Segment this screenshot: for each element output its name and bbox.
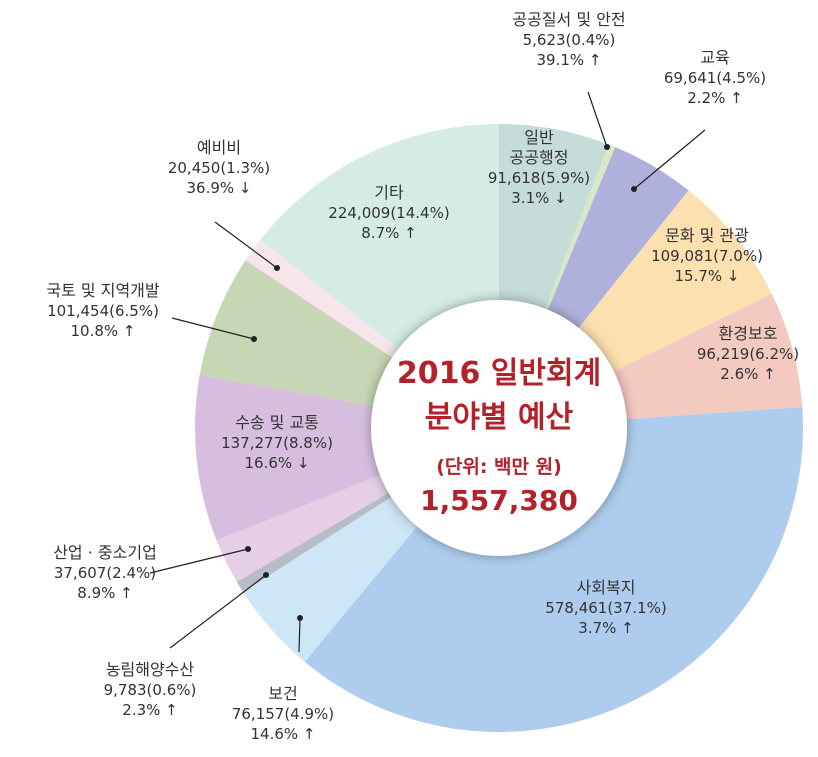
slice-label: 교육 69,641(4.5%) 2.2% ↑ <box>664 48 766 108</box>
change-label: 10.8% ↑ <box>70 322 136 340</box>
slice-label: 사회복지 578,461(37.1%) 3.7% ↑ <box>545 578 666 638</box>
leader-line <box>171 317 255 340</box>
slice-label: 보건 76,157(4.9%) 14.6% ↑ <box>232 684 334 744</box>
category-label: 농림해양수산 <box>105 660 195 679</box>
value-label: 20,450(1.3%) <box>167 159 271 177</box>
value-label: 69,641(4.5%) <box>663 69 767 87</box>
chart-title: 2016 일반회계 분야별 예산 <box>396 356 602 435</box>
leader-line <box>169 574 267 649</box>
slice-label: 문화 및 관광 109,081(7.0%) 15.7% ↓ <box>651 226 763 286</box>
change-label: 16.6% ↓ <box>244 454 310 472</box>
total: 1,557,380 <box>420 484 578 517</box>
change-label: 2.3% ↑ <box>122 701 178 719</box>
value-label: 109,081(7.0%) <box>651 247 763 265</box>
slice-label: 공공질서 및 안전 5,623(0.4%) 39.1% ↑ <box>512 10 625 70</box>
value-label: 76,157(4.9%) <box>231 705 335 723</box>
leader-dot <box>263 572 269 578</box>
slice-label: 일반 공공행정 91,618(5.9%) 3.1% ↓ <box>488 128 590 208</box>
value-label: 5,623(0.4%) <box>522 31 616 49</box>
change-label: 36.9% ↓ <box>186 179 252 197</box>
value-label: 137,277(8.8%) <box>221 434 333 452</box>
value-label: 101,454(6.5%) <box>47 302 159 320</box>
change-label: 14.6% ↑ <box>250 725 316 743</box>
slice-label: 환경보호 96,219(6.2%) 2.6% ↑ <box>697 324 799 384</box>
category-label: 기타 <box>374 183 404 202</box>
leader-dot <box>274 265 280 271</box>
category-label: 사회복지 <box>576 578 636 597</box>
category-label: 수송 및 교통 <box>235 413 319 432</box>
value-label: 37,607(2.4%) <box>53 564 157 582</box>
value-label: 9,783(0.6%) <box>103 681 197 699</box>
slice-label: 기타 224,009(14.4%) 8.7% ↑ <box>328 183 449 243</box>
leader-line <box>298 617 301 653</box>
slice-label: 산업 · 중소기업 37,607(2.4%) 8.9% ↑ <box>53 543 157 603</box>
category-label: 국토 및 지역개발 <box>46 281 160 300</box>
donut-hole <box>371 300 627 556</box>
value-label: 96,219(6.2%) <box>696 345 800 363</box>
value-label: 578,461(37.1%) <box>545 599 667 617</box>
value-label: 91,618(5.9%) <box>487 169 591 187</box>
slice-label: 예비비 20,450(1.3%) 36.9% ↓ <box>168 138 270 198</box>
category-label: 예비비 <box>196 138 242 157</box>
category-label: 교육 <box>700 48 730 67</box>
leader-dot <box>251 336 257 342</box>
change-label: 8.7% ↑ <box>361 224 417 242</box>
leader-line <box>633 129 706 190</box>
change-label: 2.6% ↑ <box>720 365 776 383</box>
category-label: 산업 · 중소기업 <box>53 543 157 562</box>
category-label: 보건 <box>268 684 298 703</box>
slice-label: 국토 및 지역개발 101,454(6.5%) 10.8% ↑ <box>46 281 159 341</box>
category-label: 일반 공공행정 <box>509 128 569 167</box>
change-label: 15.7% ↓ <box>674 267 740 285</box>
leader-dot <box>604 144 610 150</box>
value-label: 224,009(14.4%) <box>328 204 450 222</box>
change-label: 3.1% ↓ <box>511 189 567 207</box>
pie-slice <box>304 406 803 732</box>
chart-subtitle: (단위: 백만 원) <box>436 456 562 478</box>
leader-line <box>149 548 249 574</box>
leader-dot <box>631 186 637 192</box>
leader-dot <box>245 546 251 552</box>
leader-line <box>587 91 608 148</box>
change-label: 8.9% ↑ <box>77 584 133 602</box>
category-label: 공공질서 및 안전 <box>512 10 626 29</box>
leader-dot <box>297 615 303 621</box>
slice-label: 수송 및 교통 137,277(8.8%) 16.6% ↓ <box>221 413 333 473</box>
change-label: 2.2% ↑ <box>687 89 743 107</box>
category-label: 문화 및 관광 <box>665 226 749 245</box>
category-label: 환경보호 <box>718 324 778 343</box>
leader-line <box>214 221 278 269</box>
change-label: 3.7% ↑ <box>578 619 634 637</box>
change-label: 39.1% ↑ <box>536 51 602 69</box>
slice-label: 농림해양수산 9,783(0.6%) 2.3% ↑ <box>104 660 197 720</box>
